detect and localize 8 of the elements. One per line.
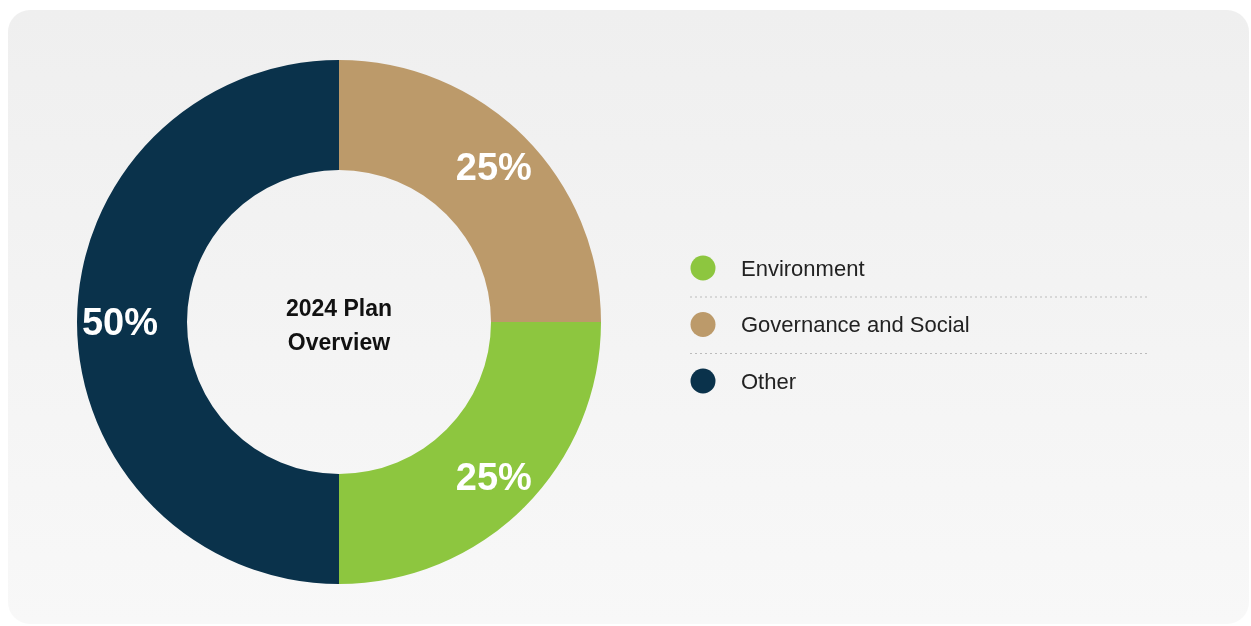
text: 2024 Plan Overview	[285, 295, 393, 355]
donut-slice	[339, 60, 601, 322]
legend-label: Other	[741, 368, 797, 394]
data-label: 25%	[455, 146, 532, 189]
data-label: 25%	[455, 455, 532, 498]
data-label: 50%	[81, 301, 159, 343]
legend-label: Governance and Social	[741, 312, 970, 337]
legend-label: Environment	[741, 255, 865, 281]
